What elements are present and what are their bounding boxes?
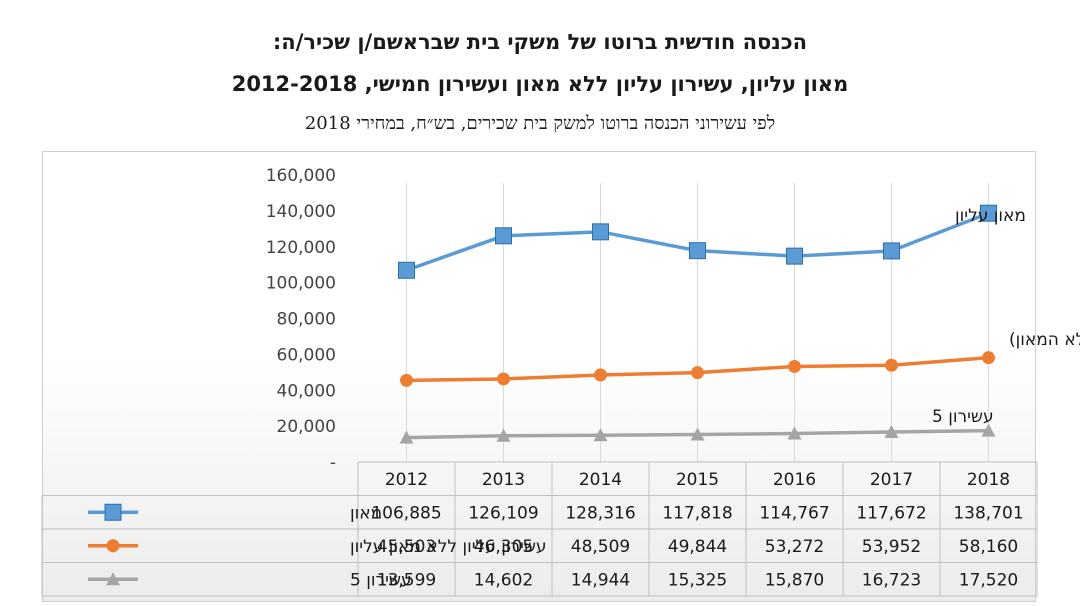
data-point-marker	[398, 261, 415, 279]
table-value-cell: 17,520	[959, 570, 1018, 590]
data-point-marker	[496, 428, 511, 442]
x-tick-label: 2013	[482, 470, 525, 490]
y-tick-label: 60,000	[277, 345, 336, 365]
data-point-marker	[497, 372, 510, 386]
data-point-marker	[883, 242, 900, 260]
legend-key-marker	[106, 572, 120, 586]
table-value-cell: 117,818	[662, 503, 732, 523]
series-annotation: עשירון עליון (ללא המאון)	[1009, 330, 1080, 350]
x-tick-label: 2017	[870, 470, 913, 490]
data-point-marker	[593, 428, 608, 442]
data-point-marker	[399, 430, 414, 444]
data-point-marker	[594, 368, 607, 382]
table-value-cell: 138,701	[953, 503, 1023, 523]
y-tick-label: 160,000	[266, 166, 336, 186]
y-tick-label: -	[330, 453, 336, 473]
data-point-marker	[885, 358, 898, 372]
data-point-marker	[400, 373, 413, 387]
table-value-cell: 14,944	[571, 570, 630, 590]
table-value-cell: 106,885	[371, 503, 441, 523]
table-value-cell: 58,160	[959, 537, 1018, 557]
data-point-marker	[495, 227, 512, 245]
table-value-cell: 53,272	[765, 537, 824, 557]
x-tick-label: 2015	[676, 470, 719, 490]
data-point-marker	[980, 204, 997, 222]
table-value-cell: 15,870	[765, 570, 824, 590]
x-tick-label: 2012	[385, 470, 428, 490]
data-point-marker	[787, 426, 802, 440]
table-value-cell: 13,599	[377, 570, 436, 590]
table-value-cell: 126,109	[468, 503, 538, 523]
data-point-marker	[691, 366, 704, 380]
table-value-cell: 114,767	[759, 503, 829, 523]
series-annotation: מאון עליון	[955, 206, 1026, 226]
y-tick-label: 140,000	[266, 202, 336, 222]
y-tick-label: 80,000	[277, 310, 336, 330]
chart-title-line-2: מאון עליון, עשירון עליון ללא מאון ועשירו…	[231, 72, 849, 96]
table-value-cell: 49,844	[668, 537, 727, 557]
table-value-cell: 46,305	[474, 537, 533, 557]
y-tick-label: 20,000	[277, 417, 336, 437]
data-point-marker	[982, 351, 995, 365]
chart-subtitle: לפי עשירוני הכנסה ברוטו למשק בית שכירים,…	[304, 113, 776, 134]
table-value-cell: 48,509	[571, 537, 630, 557]
chart-title-line-1: הכנסה חודשית ברוטו של משקי בית שבראשם/ן …	[272, 30, 808, 54]
table-value-cell: 14,602	[474, 570, 533, 590]
table-value-cell: 45,503	[377, 537, 436, 557]
x-tick-label: 2014	[579, 470, 622, 490]
data-point-marker	[788, 359, 801, 373]
legend-entry-label: עשירון עליון ללא מאון עליון	[350, 537, 547, 557]
data-point-marker	[592, 223, 609, 241]
table-value-cell: 117,672	[856, 503, 926, 523]
legend-entry-label: מאון	[350, 503, 382, 523]
x-tick-label: 2016	[773, 470, 816, 490]
y-tick-label: 120,000	[266, 238, 336, 258]
data-point-marker	[689, 242, 706, 260]
legend-key-marker	[104, 503, 122, 521]
x-tick-label: 2018	[967, 470, 1010, 490]
table-value-cell: 15,325	[668, 570, 727, 590]
data-point-marker	[981, 423, 996, 437]
table-value-cell: 128,316	[565, 503, 635, 523]
table-value-cell: 53,952	[862, 537, 921, 557]
table-value-cell: 16,723	[862, 570, 921, 590]
data-point-marker	[690, 427, 705, 441]
y-tick-label: 40,000	[277, 381, 336, 401]
data-point-marker	[786, 247, 803, 265]
data-point-marker	[884, 425, 899, 439]
legend-key-marker	[106, 539, 120, 553]
y-tick-label: 100,000	[266, 274, 336, 294]
series-annotation: עשירון 5	[932, 407, 994, 427]
legend-entry-label: עשירון 5	[350, 570, 412, 590]
